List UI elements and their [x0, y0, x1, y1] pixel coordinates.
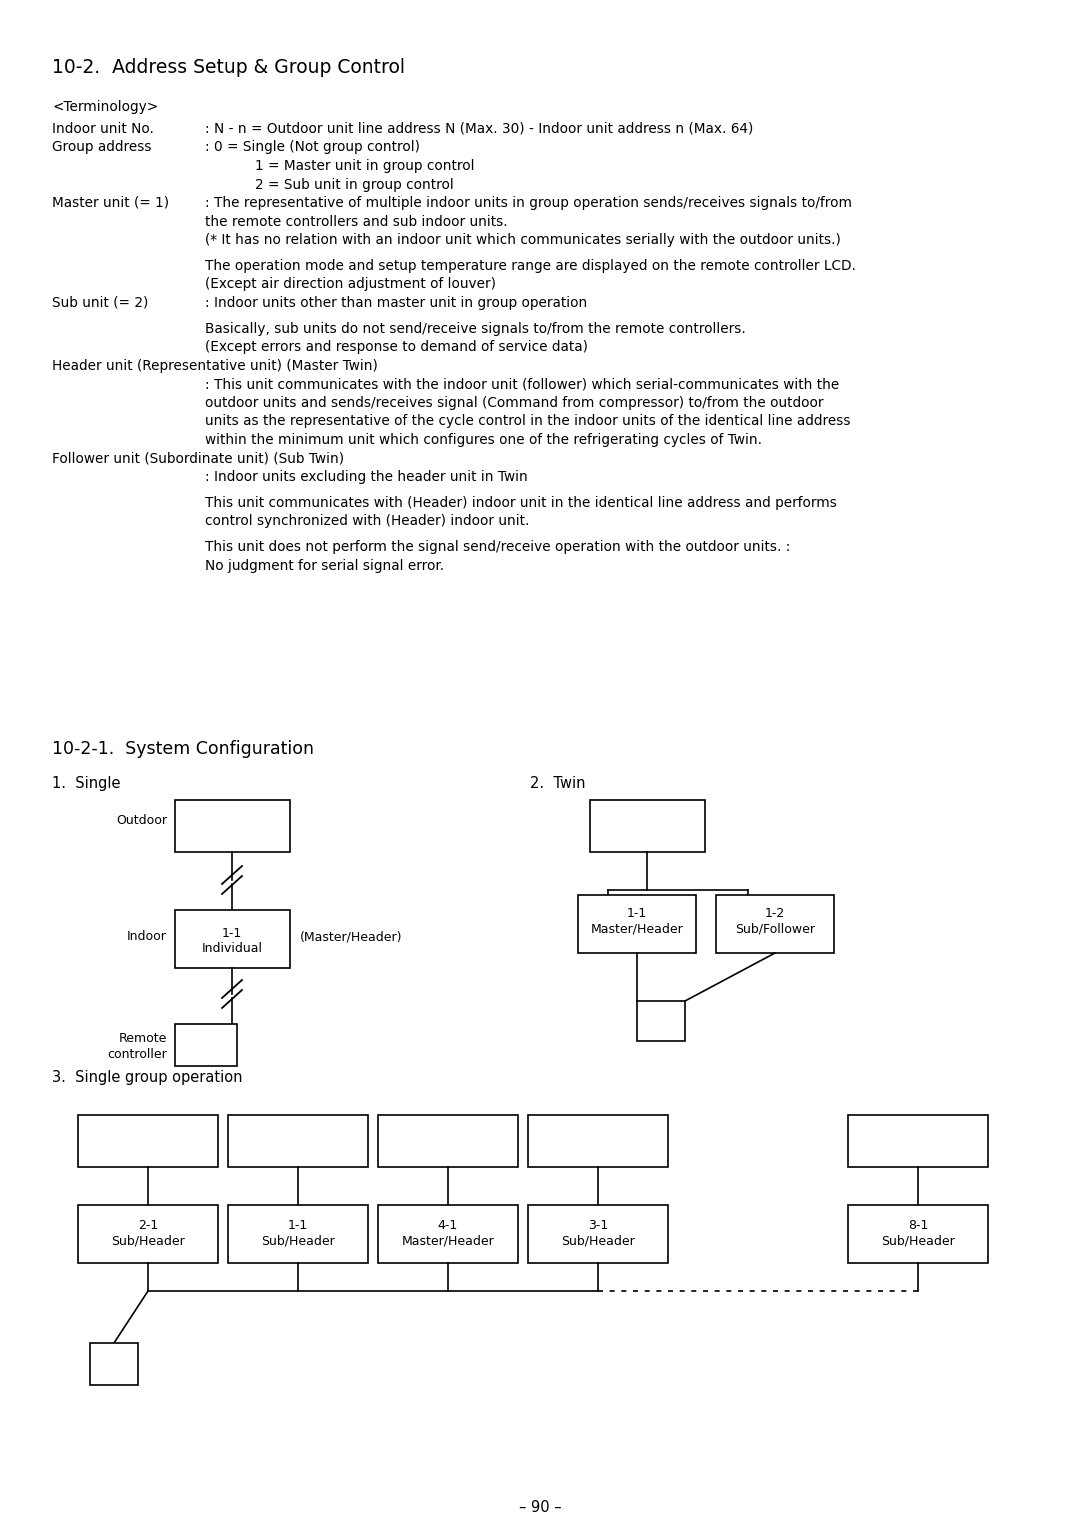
Text: Master/Header: Master/Header	[591, 923, 684, 936]
Bar	[78, 1115, 218, 1167]
Text: Remote: Remote	[119, 1032, 167, 1045]
Text: This unit communicates with (Header) indoor unit in the identical line address a: This unit communicates with (Header) ind…	[205, 496, 837, 509]
Text: 4-1: 4-1	[437, 1218, 458, 1232]
Bar	[228, 1205, 368, 1263]
Text: Sub/Header: Sub/Header	[881, 1235, 955, 1247]
Text: Master/Header: Master/Header	[402, 1235, 495, 1247]
Text: 8-1: 8-1	[908, 1218, 928, 1232]
Text: Sub unit (= 2): Sub unit (= 2)	[52, 296, 148, 310]
Text: Indoor: Indoor	[127, 930, 167, 942]
Text: 1.  Single: 1. Single	[52, 776, 121, 791]
Text: (Master/Header): (Master/Header)	[300, 930, 403, 942]
Text: (Except air direction adjustment of louver): (Except air direction adjustment of louv…	[205, 278, 496, 291]
Bar	[175, 1023, 237, 1066]
Text: 2.  Twin: 2. Twin	[530, 776, 585, 791]
Text: within the minimum unit which configures one of the refrigerating cycles of Twin: within the minimum unit which configures…	[205, 433, 762, 447]
Text: This unit does not perform the signal send/receive operation with the outdoor un: This unit does not perform the signal se…	[205, 540, 791, 554]
Text: <Terminology>: <Terminology>	[52, 101, 159, 114]
Text: outdoor units and sends/receives signal (Command from compressor) to/from the ou: outdoor units and sends/receives signal …	[205, 396, 824, 410]
Bar	[528, 1205, 669, 1263]
Text: 1-1: 1-1	[221, 927, 242, 939]
Text: Individual: Individual	[202, 942, 262, 955]
Bar	[578, 895, 696, 953]
Text: Header unit (Representative unit) (Master Twin): Header unit (Representative unit) (Maste…	[52, 358, 378, 372]
Text: 1-2: 1-2	[765, 907, 785, 920]
Text: Group address: Group address	[52, 140, 151, 154]
Text: (Except errors and response to demand of service data): (Except errors and response to demand of…	[205, 340, 588, 354]
Text: Master unit (= 1): Master unit (= 1)	[52, 197, 170, 210]
Text: The operation mode and setup temperature range are displayed on the remote contr: The operation mode and setup temperature…	[205, 259, 855, 273]
Text: : Indoor units excluding the header unit in Twin: : Indoor units excluding the header unit…	[205, 470, 528, 483]
Text: : Indoor units other than master unit in group operation: : Indoor units other than master unit in…	[205, 296, 588, 310]
Bar	[378, 1205, 518, 1263]
Text: 10-2-1.  System Configuration: 10-2-1. System Configuration	[52, 740, 314, 758]
Text: 1-1: 1-1	[626, 907, 647, 920]
Text: Sub/Header: Sub/Header	[562, 1235, 635, 1247]
Text: : This unit communicates with the indoor unit (follower) which serial-communicat: : This unit communicates with the indoor…	[205, 377, 839, 392]
Bar	[78, 1205, 218, 1263]
Text: units as the representative of the cycle control in the indoor units of the iden: units as the representative of the cycle…	[205, 415, 851, 429]
Bar	[90, 1344, 138, 1385]
Text: Sub/Header: Sub/Header	[111, 1235, 185, 1247]
Text: control synchronized with (Header) indoor unit.: control synchronized with (Header) indoo…	[205, 514, 529, 528]
Text: 10-2.  Address Setup & Group Control: 10-2. Address Setup & Group Control	[52, 58, 405, 76]
Text: No judgment for serial signal error.: No judgment for serial signal error.	[205, 558, 444, 572]
Text: (* It has no relation with an indoor unit which communicates serially with the o: (* It has no relation with an indoor uni…	[205, 233, 841, 247]
Text: 3.  Single group operation: 3. Single group operation	[52, 1071, 243, 1084]
Bar	[716, 895, 834, 953]
Text: 2 = Sub unit in group control: 2 = Sub unit in group control	[255, 177, 454, 192]
Text: Sub/Follower: Sub/Follower	[735, 923, 815, 936]
Bar	[228, 1115, 368, 1167]
Text: Sub/Header: Sub/Header	[261, 1235, 335, 1247]
Bar	[848, 1205, 988, 1263]
Bar	[378, 1115, 518, 1167]
Text: controller: controller	[107, 1048, 167, 1061]
Text: : The representative of multiple indoor units in group operation sends/receives : : The representative of multiple indoor …	[205, 197, 852, 210]
Text: – 90 –: – 90 –	[518, 1501, 562, 1514]
Text: 3-1: 3-1	[588, 1218, 608, 1232]
Bar	[590, 801, 705, 852]
Text: Basically, sub units do not send/receive signals to/from the remote controllers.: Basically, sub units do not send/receive…	[205, 322, 746, 336]
Text: 1 = Master unit in group control: 1 = Master unit in group control	[255, 159, 474, 172]
Text: the remote controllers and sub indoor units.: the remote controllers and sub indoor un…	[205, 215, 508, 229]
Text: : 0 = Single (Not group control): : 0 = Single (Not group control)	[205, 140, 420, 154]
Text: 2-1: 2-1	[138, 1218, 158, 1232]
Text: 1-1: 1-1	[288, 1218, 308, 1232]
Bar	[175, 910, 291, 968]
Text: Outdoor: Outdoor	[116, 814, 167, 827]
Text: Indoor unit No.: Indoor unit No.	[52, 122, 153, 136]
Bar	[528, 1115, 669, 1167]
Bar	[637, 1000, 685, 1042]
Bar	[175, 801, 291, 852]
Bar	[848, 1115, 988, 1167]
Text: Follower unit (Subordinate unit) (Sub Twin): Follower unit (Subordinate unit) (Sub Tw…	[52, 451, 345, 465]
Text: : N - n = Outdoor unit line address N (Max. 30) - Indoor unit address n (Max. 64: : N - n = Outdoor unit line address N (M…	[205, 122, 754, 136]
